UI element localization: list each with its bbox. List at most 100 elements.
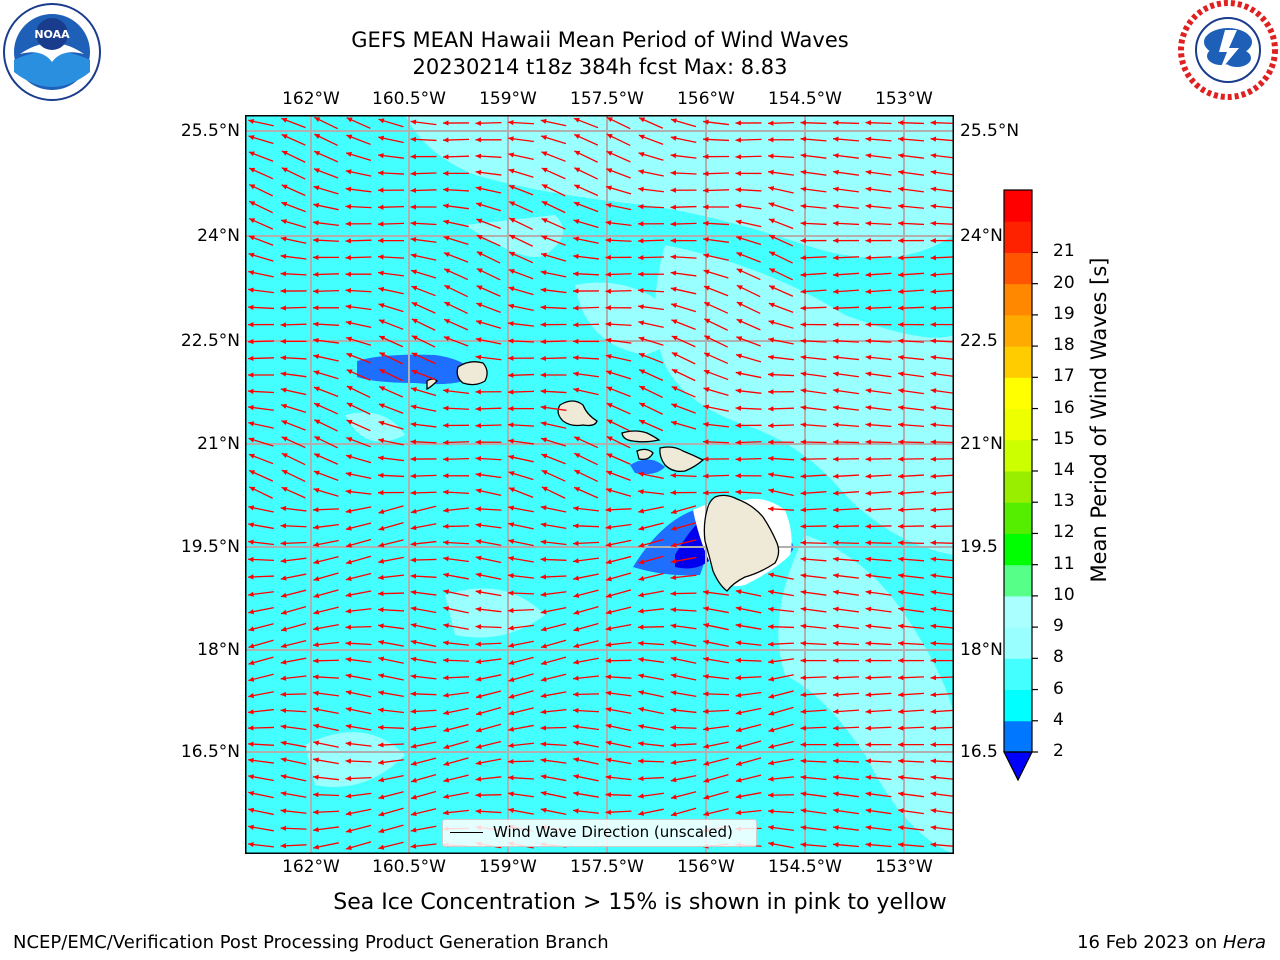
wave-direction-arrowhead (313, 487, 320, 493)
wave-direction-arrowhead (898, 758, 904, 764)
wave-direction-arrowhead (898, 338, 904, 344)
wave-direction-arrowhead (573, 774, 580, 780)
wave-direction-arrowhead (410, 557, 416, 563)
wave-direction-arrowhead (930, 255, 937, 261)
wave-direction-arrowhead (735, 589, 742, 595)
left-lat-label: 16.5°N (180, 742, 240, 762)
wave-direction-arrowhead (703, 439, 709, 445)
wave-direction-arrowhead (280, 505, 287, 512)
wave-direction-arrowhead (443, 572, 449, 578)
wave-direction-arrowhead (410, 456, 416, 462)
wave-direction-arrowhead (475, 676, 482, 682)
colorbar-tick-label: 2 (1053, 741, 1064, 761)
wave-direction-arrowhead (769, 251, 776, 257)
wave-direction-arrowhead (736, 353, 742, 359)
wave-direction-arrowhead (345, 793, 352, 799)
wave-direction-arrowhead (313, 826, 319, 833)
wave-direction-arrowhead (898, 623, 904, 629)
wave-direction-arrowhead (508, 168, 515, 174)
wave-direction-arrowhead (800, 523, 806, 529)
wave-direction-arrowhead (898, 388, 904, 394)
wave-direction-arrowhead (314, 419, 321, 425)
colorbar-tick-label: 15 (1053, 428, 1075, 449)
wave-direction-arrowhead (540, 807, 547, 813)
wave-direction-arrowhead (281, 420, 288, 426)
wave-direction-arrowhead (865, 675, 872, 681)
wave-direction-arrowhead (703, 269, 710, 275)
wave-direction-arrowhead (313, 254, 319, 261)
wave-direction-arrowhead (378, 525, 385, 531)
bottom-lon-label: 160.5°W (372, 857, 446, 877)
colorbar-tick-label: 11 (1053, 553, 1075, 574)
wave-direction-arrowhead (540, 676, 547, 682)
wave-direction-arrowhead (800, 606, 807, 612)
wave-direction-arrowhead (735, 675, 742, 681)
wave-direction-arrowhead (930, 842, 937, 848)
wave-direction-arrowhead (248, 339, 254, 345)
wave-direction-arrowhead (605, 507, 612, 513)
wave-direction-arrowhead (768, 302, 775, 308)
wave-direction-arrowhead (930, 321, 936, 328)
wave-direction-arrowhead (605, 337, 612, 343)
wave-direction-arrowhead (800, 708, 807, 715)
wave-direction-arrowhead (898, 741, 904, 748)
wave-direction-arrowhead (670, 623, 677, 629)
wave-direction-arrowhead (638, 204, 644, 210)
wave-direction-arrowhead (930, 305, 937, 311)
wave-direction-arrowhead (540, 322, 546, 328)
wave-direction-arrowhead (313, 658, 319, 664)
wave-direction-arrowhead (475, 641, 482, 647)
wave-direction-arrowhead (670, 690, 677, 696)
wave-direction-arrowhead (574, 134, 581, 140)
wave-direction-arrowhead (508, 355, 514, 361)
wave-direction-arrowhead (930, 573, 937, 579)
wave-direction-arrowhead (345, 525, 352, 531)
wave-direction-arrowhead (638, 320, 645, 326)
wave-direction-arrowhead (248, 539, 254, 545)
wave-direction-arrowhead (606, 436, 613, 442)
map-panel[interactable] (245, 115, 954, 854)
island-lanai (636, 448, 654, 461)
wave-direction-arrowhead (606, 470, 613, 476)
wave-direction-arrowhead (898, 288, 904, 295)
colorbar-swatch (1004, 658, 1032, 691)
wave-direction-arrowhead (346, 369, 353, 375)
wave-direction-arrowhead (735, 219, 742, 225)
wave-direction-arrowhead (378, 639, 384, 645)
wave-direction-arrowhead (573, 505, 579, 512)
wave-direction-arrowhead (345, 657, 352, 663)
wave-direction-arrowhead (410, 237, 417, 243)
wave-direction-arrowhead (833, 220, 839, 227)
wave-direction-arrowhead (606, 487, 612, 493)
wave-direction-arrowhead (508, 758, 514, 765)
wave-direction-arrowhead (345, 575, 352, 581)
wave-direction-arrowhead (378, 607, 384, 613)
wave-direction-arrowhead (508, 321, 514, 327)
wave-direction-arrowhead (248, 151, 255, 157)
wave-direction-arrowhead (670, 170, 677, 176)
wave-direction-arrowhead (248, 709, 254, 715)
wave-direction-arrowhead (378, 472, 384, 479)
wave-direction-arrowhead (833, 573, 839, 579)
wave-direction-arrowhead (735, 203, 742, 209)
wave-direction-arrowhead (475, 658, 482, 665)
wave-direction-arrowhead (443, 252, 450, 258)
wave-direction-arrowhead (833, 523, 839, 529)
wave-direction-arrowhead (800, 305, 807, 311)
wave-direction-arrowhead (930, 136, 937, 142)
top-lon-label: 157.5°W (570, 89, 644, 109)
wave-direction-arrowhead (703, 136, 709, 143)
wave-direction-arrowhead (930, 272, 937, 278)
wave-direction-arrowhead (345, 186, 352, 192)
right-lat-label: 19.5 (960, 537, 998, 557)
wave-direction-arrowhead (638, 793, 644, 799)
wave-direction-arrowhead (540, 693, 547, 699)
colorbar-tick-label: 19 (1053, 303, 1075, 324)
colorbar-swatch (1004, 471, 1032, 503)
wave-direction-arrowhead (410, 473, 416, 479)
wave-direction-arrowhead (378, 204, 384, 210)
wave-direction-arrowhead (475, 710, 482, 716)
wave-direction-arrowhead (703, 708, 709, 714)
wave-direction-arrowhead (833, 305, 839, 311)
wave-direction-arrowhead (508, 538, 515, 545)
